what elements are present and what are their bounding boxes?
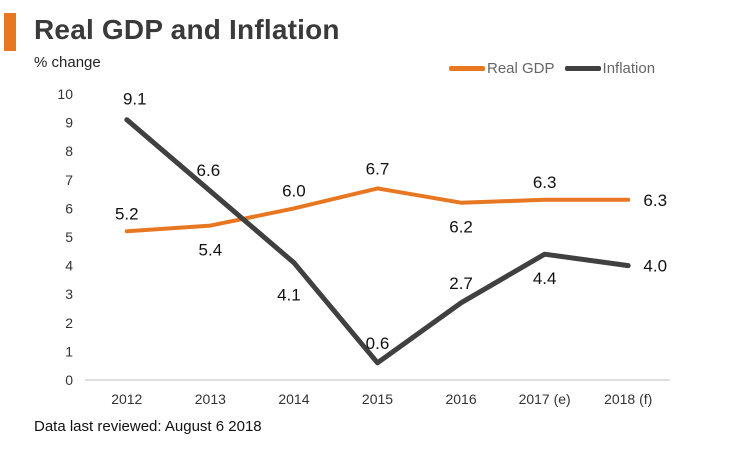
legend-label-real-gdp: Real GDP [487,60,555,77]
data-label-real-gdp: 5.2 [115,204,139,223]
data-label-inflation: 9.1 [123,90,147,109]
y-tick-label: 5 [65,229,73,245]
data-label-real-gdp: 6.3 [533,173,557,192]
y-tick-label: 8 [65,143,73,159]
y-tick-label: 4 [65,258,73,274]
data-label-real-gdp: 6.3 [643,191,667,210]
x-tick-label: 2013 [195,391,226,407]
legend: Real GDP Inflation [449,60,655,77]
data-label-real-gdp: 6.2 [449,218,473,237]
title-accent-bar [4,13,16,51]
y-axis-label: % change [34,54,101,71]
data-review-note: Data last reviewed: August 6 2018 [34,418,262,435]
x-tick-label: 2015 [362,391,393,407]
data-label-real-gdp: 5.4 [199,241,223,260]
x-tick-label: 2012 [111,391,142,407]
data-label-inflation: 2.7 [449,274,473,293]
legend-label-inflation: Inflation [602,60,656,77]
series-line-inflation [124,117,631,366]
y-tick-label: 6 [65,200,73,216]
x-tick-label: 2016 [445,391,476,407]
x-tick-label: 2014 [278,391,309,407]
data-label-inflation: 4.1 [277,286,301,305]
y-tick-label: 0 [65,372,73,388]
data-label-inflation: 4.0 [643,257,667,276]
data-label-inflation: 6.6 [197,161,221,180]
y-tick-label: 1 [65,343,73,359]
y-tick-label: 10 [57,86,73,102]
data-label-inflation: 0.6 [366,334,390,353]
data-label-real-gdp: 6.0 [282,181,306,200]
y-tick-label: 3 [65,286,73,302]
x-tick-label: 2017 (e) [519,391,571,407]
legend-swatch-inflation [564,66,601,71]
series-line-real-gdp [124,186,631,234]
legend-item-real-gdp: Real GDP [449,60,555,77]
data-label-real-gdp: 6.7 [366,159,390,178]
legend-swatch-real-gdp [449,66,485,71]
y-tick-label: 7 [65,172,73,188]
y-tick-label: 9 [65,115,73,131]
legend-item-inflation: Inflation [564,60,656,77]
x-tick-label: 2018 (f) [604,391,652,407]
chart-title: Real GDP and Inflation [34,14,340,45]
data-label-inflation: 4.4 [533,269,557,288]
y-tick-label: 2 [65,315,73,331]
